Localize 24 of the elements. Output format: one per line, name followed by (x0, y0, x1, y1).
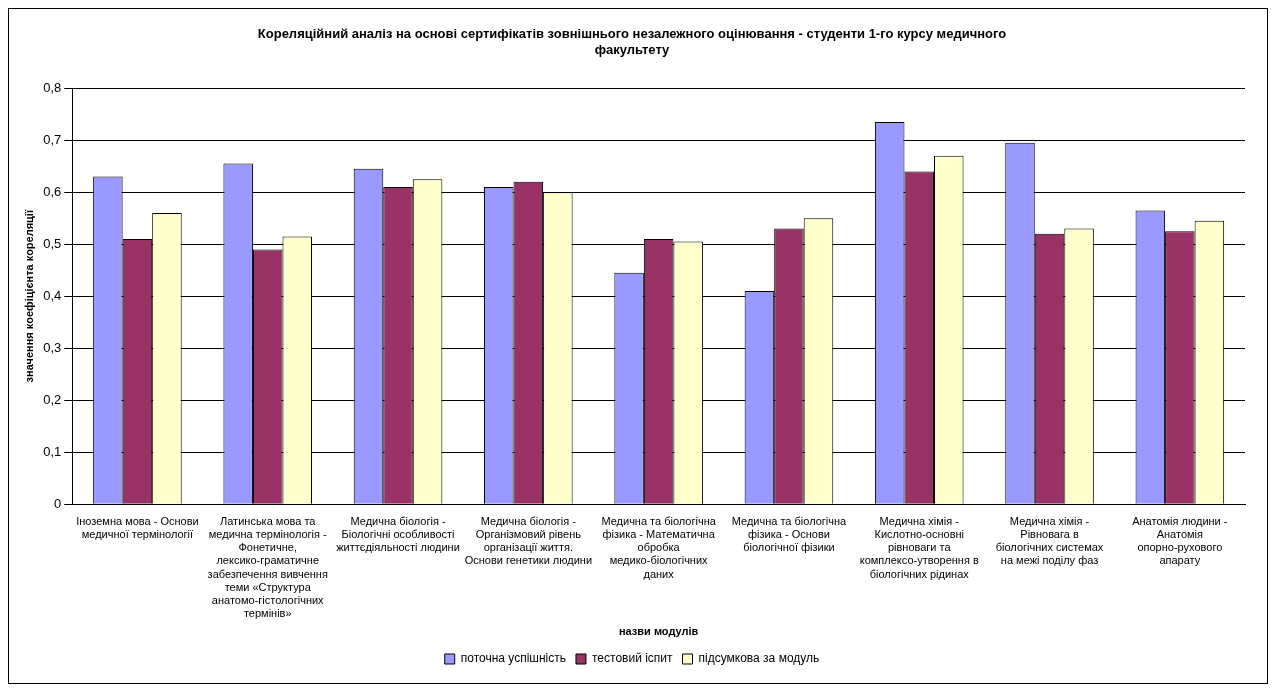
x-tick-label: Іноземна мова - Основи медичної термінології (76, 514, 199, 541)
x-tick-label: Медична та біологічна фізика - Математична обробка медико-біологічних даних (601, 514, 717, 580)
x-tick-label: Медична та біологічна фізика - Основи біологічної фізики (731, 514, 848, 554)
x-tick-label: Анатомія людини - Анатомія опорно-рухового апарату (1132, 514, 1228, 567)
x-tick-label: Медична біологія - Організмовий рівень організації життя. Основи генетики людини (464, 514, 593, 567)
y-tick-label: 0,7 (43, 131, 62, 147)
y-tick-label: 0,5 (43, 235, 62, 251)
x-tick-label: Медична біологія - Біологічні особливості життєдіяльності людини (336, 514, 460, 554)
chart-title: Кореляційний аналіз на основі сертифікатів зовнішнього незалежного оцінювання - студенти 1-го курсу медичного факультету (257, 26, 1007, 57)
legend-label: поточна успішність (460, 651, 566, 666)
x-tick-label: Медична хімія - Кислотно-основні рівноваги та комплексо-утворення в біологічних рідинах (859, 514, 979, 580)
y-tick-label: 0,8 (43, 79, 62, 95)
y-tick-label: 0 (54, 495, 62, 511)
y-axis-title: значення коефіцієнта кореляції (22, 209, 35, 383)
legend-label: підсумкова за модуль (698, 651, 820, 666)
y-tick-label: 0,1 (43, 443, 62, 459)
y-tick-label: 0,2 (43, 391, 62, 407)
x-tick-label: Латинська мова та медична термінологія - Фонетичне, лексико-граматичне забезпечення вивчення теми «Структура анатомо-гістологічних термінів» (207, 514, 328, 620)
y-tick-label: 0,6 (43, 183, 62, 199)
legend-label: тестовий іспит (591, 651, 674, 666)
x-tick-label: Медична хімія - Рівновага в біологічних системах на межі поділу фаз (995, 514, 1104, 567)
y-tick-label: 0,4 (43, 287, 62, 303)
y-tick-label: 0,3 (43, 339, 62, 355)
x-axis-title: назви модулів (618, 625, 699, 638)
